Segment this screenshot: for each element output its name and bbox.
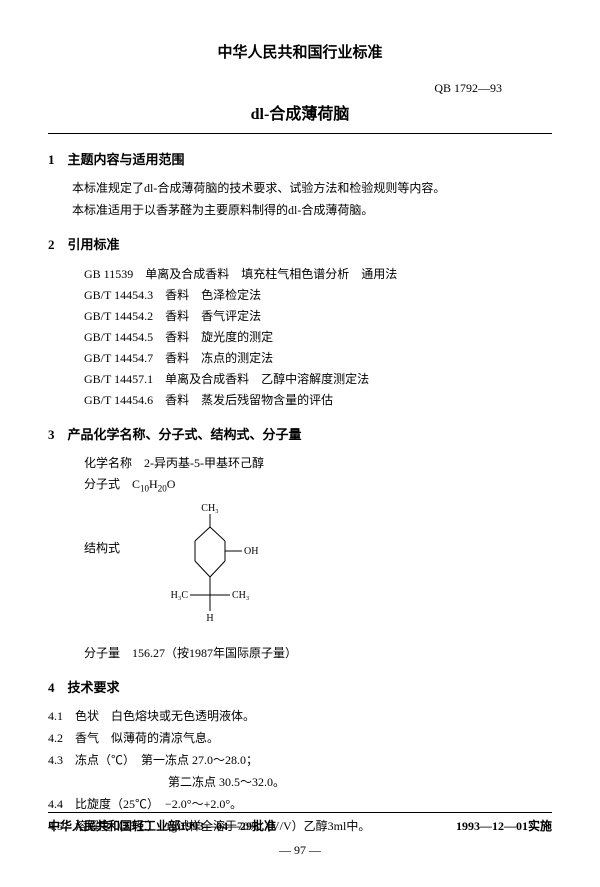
section-2-title: 2 引用标准	[48, 235, 552, 255]
svg-text:H₃C: H₃C	[171, 590, 189, 601]
svg-text:OH: OH	[244, 546, 258, 557]
reference-item: GB 11539 单离及合成香料 填充柱气相色谱分析 通用法	[48, 265, 552, 283]
molecular-formula: 分子式 C10H20O	[48, 475, 552, 496]
section-4-title: 4 技术要求	[48, 678, 552, 698]
molecular-weight: 分子量 156.27（按1987年国际原子量）	[48, 644, 552, 662]
spec-item: 4.3 冻点（℃） 第一冻点 27.0～28.0；	[48, 751, 552, 769]
reference-item: GB/T 14457.1 单离及合成香料 乙醇中溶解度测定法	[48, 370, 552, 388]
structure-label: 结构式	[48, 499, 120, 557]
reference-item: GB/T 14454.3 香料 色泽检定法	[48, 286, 552, 304]
section-3-title: 3 产品化学名称、分子式、结构式、分子量	[48, 425, 552, 445]
section-1-title: 1 主题内容与适用范围	[48, 150, 552, 170]
section-1-para-1: 本标准规定了dl-合成薄荷脑的技术要求、试验方法和检验规则等内容。	[48, 179, 552, 197]
standard-code: QB 1792—93	[48, 79, 552, 97]
spec-item: 4.1 色状 白色熔块或无色透明液体。	[48, 707, 552, 725]
footer-effective: 1993—12—01实施	[456, 817, 552, 835]
section-1-para-2: 本标准适用于以香茅醛为主要原料制得的dl-合成薄荷脑。	[48, 201, 552, 219]
reference-item: GB/T 14454.6 香料 蒸发后残留物含量的评估	[48, 391, 552, 409]
chemical-name: 化学名称 2-异丙基-5-甲基环己醇	[48, 454, 552, 472]
spec-item-cont: 第二冻点 30.5～32.0。	[48, 773, 552, 791]
reference-item: GB/T 14454.2 香料 香气评定法	[48, 307, 552, 325]
footer-approval: 中华人民共和国轻工业部1993—04—29批准	[48, 817, 276, 835]
page-number: — 97 —	[48, 841, 552, 859]
spec-item: 4.4 比旋度（25℃） −2.0°～+2.0°。	[48, 795, 552, 813]
document-title: dl-合成薄荷脑	[48, 103, 552, 127]
spec-item: 4.2 香气 似薄荷的清凉气息。	[48, 729, 552, 747]
title-divider	[48, 133, 552, 134]
structure-diagram: CH₃ OH H₃C CH₃ H	[160, 499, 290, 634]
reference-item: GB/T 14454.7 香料 冻点的测定法	[48, 349, 552, 367]
page-footer: 中华人民共和国轻工业部1993—04—29批准 1993—12—01实施 — 9…	[48, 812, 552, 859]
reference-item: GB/T 14454.5 香料 旋光度的测定	[48, 328, 552, 346]
svg-text:CH₃: CH₃	[232, 590, 249, 601]
org-title: 中华人民共和国行业标准	[48, 42, 552, 65]
svg-text:H: H	[206, 613, 213, 624]
svg-text:CH₃: CH₃	[201, 503, 218, 514]
